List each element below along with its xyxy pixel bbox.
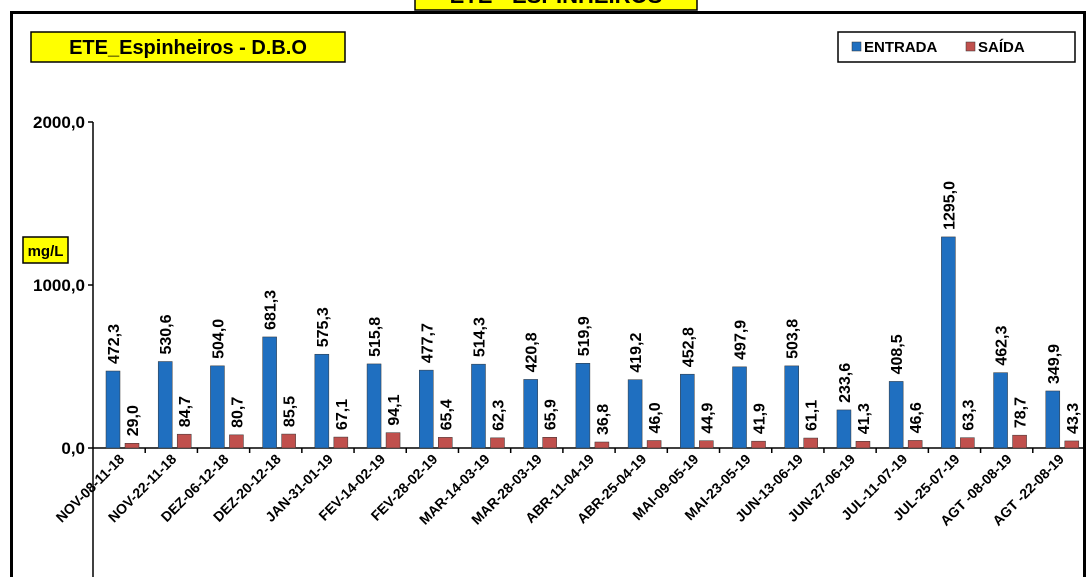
bar [124,443,140,449]
bar [438,437,453,449]
value-label: 497,9 [733,320,750,360]
value-label: 61,1 [804,400,821,431]
value-label: 41,9 [752,403,769,434]
value-label: 46,6 [908,402,925,433]
value-label: 519,9 [576,316,593,356]
value-label: 44,9 [699,402,716,433]
bar [960,437,975,449]
page-title: ETE - ESPINHEIROS [450,0,663,8]
bar [523,379,538,449]
value-label: 408,5 [889,334,906,374]
bar [281,433,296,449]
bar [542,437,557,449]
bar [941,236,956,449]
value-label: 62,3 [490,400,507,431]
bar [732,366,747,449]
bar [333,436,349,449]
bar [385,432,401,449]
value-label: 41,3 [856,403,873,434]
value-label: 78,7 [1013,397,1030,428]
bar [751,440,766,449]
value-label: 530,6 [158,314,175,354]
value-label: 233,6 [837,363,854,403]
bar [680,373,695,449]
bar [907,440,923,449]
legend-swatch [851,41,862,52]
value-label: 514,3 [471,317,488,357]
value-label: 575,3 [315,307,332,347]
y-tick-label: 2000,0 [33,113,85,132]
legend-label: SAÍDA [978,39,1025,56]
bar [784,365,799,449]
value-label: 65,4 [438,399,455,430]
value-label: 29,0 [125,405,142,436]
bar [855,441,871,449]
bar [1012,434,1027,449]
chart-frame [10,11,1086,577]
y-axis-label: mg/L [28,243,64,260]
bar [176,433,192,449]
value-label: 94,1 [386,394,403,425]
bar [1045,390,1061,449]
bar [229,434,244,449]
y-label-box [22,236,69,264]
bar [490,437,505,449]
bar [627,379,643,449]
bar [594,441,610,449]
value-label: 515,8 [367,317,384,357]
value-label: 504,0 [210,319,227,359]
y-tick-label: 1000,0 [33,276,85,295]
title-box [30,31,346,63]
bar [157,361,173,449]
y-tick-label: 0,0 [61,439,85,458]
value-label: 63,3 [960,399,977,430]
bar [888,381,904,449]
bar [314,353,330,449]
value-label: 681,3 [263,290,280,330]
value-label: 67,1 [334,399,351,430]
bar [646,440,662,449]
legend-label: ENTRADA [864,39,937,56]
bar [803,437,818,449]
value-label: 452,8 [680,327,697,367]
value-label: 472,3 [106,324,123,364]
bar [575,363,591,449]
value-label: 462,3 [994,326,1011,366]
value-label: 503,8 [785,319,802,359]
chart-title: ETE_Espinheiros - D.B.O [69,37,307,59]
bar [105,370,121,449]
value-label: 36,8 [595,404,612,435]
value-label: 420,8 [524,332,541,372]
bar [1064,440,1080,449]
value-label: 46,0 [647,402,664,433]
value-label: 84,7 [177,396,194,427]
legend-box [837,31,1076,63]
value-label: 349,9 [1046,344,1063,384]
bar [262,336,277,449]
legend-swatch [965,41,976,52]
bar [993,372,1008,449]
bar [471,363,486,449]
page-title-box [414,0,698,11]
bar [836,409,852,449]
bar [699,440,714,449]
value-label: 80,7 [229,397,246,428]
value-label: 43,3 [1065,403,1082,434]
bar [366,363,382,449]
value-label: 1295,0 [941,181,958,230]
bar [210,365,225,449]
value-label: 65,9 [543,399,560,430]
value-label: 419,2 [628,333,645,373]
bar [419,369,434,449]
value-label: 85,5 [282,396,299,427]
value-label: 477,7 [419,323,436,363]
